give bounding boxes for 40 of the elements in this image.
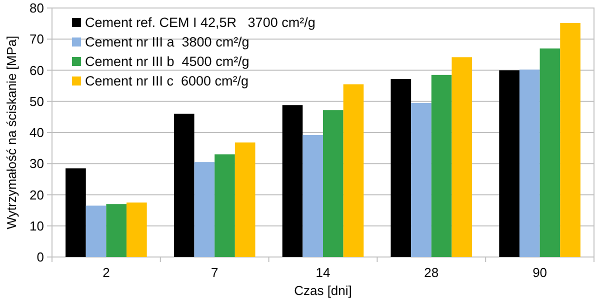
- y-tick-label: 30: [30, 156, 44, 172]
- x-tick-label: 14: [316, 265, 330, 280]
- bar: [431, 74, 452, 257]
- bar: [106, 204, 127, 257]
- bar: [499, 70, 520, 257]
- bar: [234, 142, 256, 257]
- x-tick-label: 90: [532, 265, 548, 280]
- bar: [560, 22, 580, 257]
- bar: [66, 168, 86, 257]
- y-tick-label: 60: [30, 62, 44, 78]
- legend-label: Cement nr III c 6000 cm²/g: [85, 74, 249, 88]
- bar: [411, 102, 432, 257]
- bar: [126, 202, 147, 257]
- legend-label: Cement ref. CEM I 42,5R 3700 cm²/g: [85, 15, 316, 30]
- y-tick-label: 80: [30, 0, 44, 16]
- bar: [86, 206, 106, 257]
- bar: [302, 134, 323, 257]
- bar: [194, 162, 215, 257]
- y-axis-title: Wytrzymałość na ściskanie [MPa]: [4, 36, 19, 230]
- bar: [519, 70, 540, 257]
- y-tick-label: 0: [36, 250, 44, 265]
- bar: [452, 57, 472, 257]
- y-tick-label: 50: [30, 94, 44, 109]
- x-axis-title: Czas [dni]: [294, 283, 352, 298]
- y-tick-label: 10: [30, 218, 44, 234]
- y-tick-label: 40: [30, 125, 44, 140]
- y-tick-label: 70: [30, 32, 44, 47]
- x-tick-label: 28: [424, 265, 439, 280]
- bar: [174, 114, 194, 257]
- bar: [390, 78, 412, 257]
- bar: [540, 48, 560, 257]
- legend-label: Cement nr III b 4500 cm²/g: [85, 54, 250, 69]
- bar: [282, 105, 303, 257]
- bar: [214, 154, 235, 257]
- x-tick-label: 7: [210, 265, 218, 280]
- x-tick-label: 2: [102, 265, 110, 280]
- y-tick-label: 20: [30, 187, 44, 202]
- bar: [323, 110, 344, 257]
- legend-label: Cement nr III a 3800 cm²/g: [85, 34, 250, 50]
- bar: [343, 84, 364, 257]
